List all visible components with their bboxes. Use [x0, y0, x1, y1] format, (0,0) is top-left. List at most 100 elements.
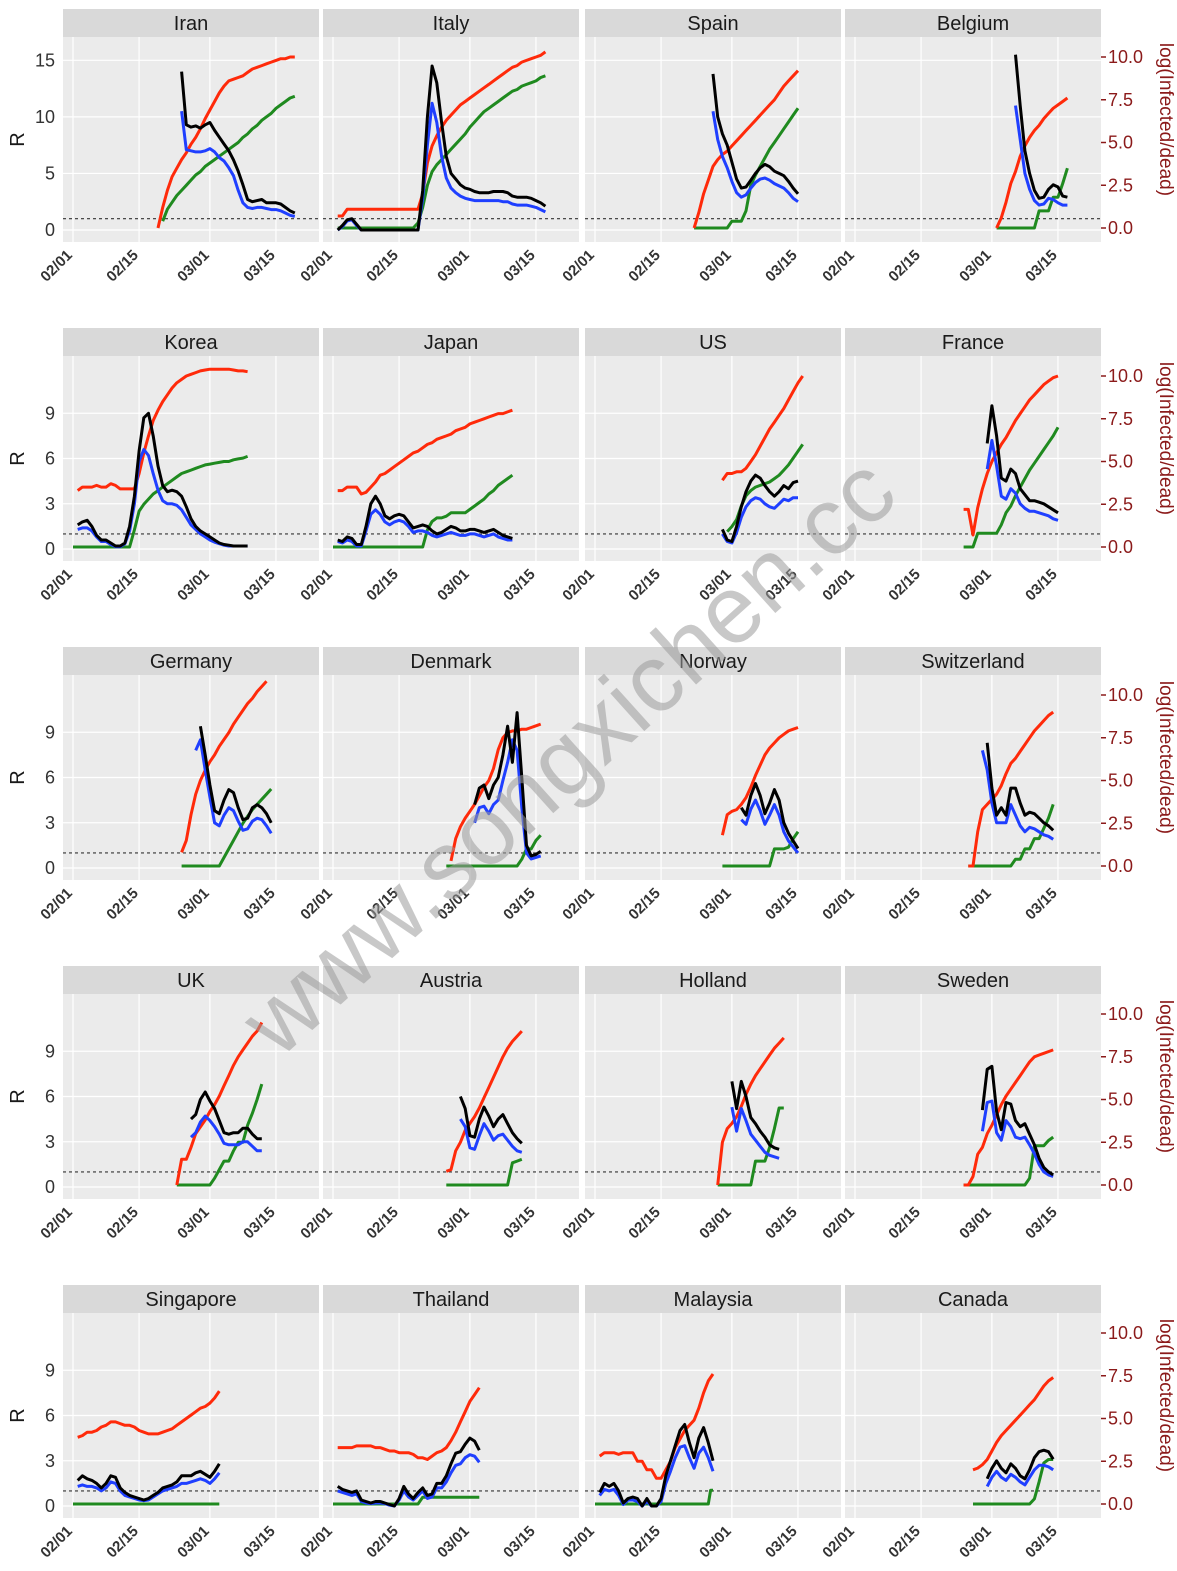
facet-title: Thailand [413, 1289, 490, 1311]
x-tick-label: 03/01 [956, 885, 995, 924]
x-tick-label: 03/01 [696, 247, 735, 286]
series-line-blue [980, 750, 1055, 841]
x-tick-label: 02/01 [559, 885, 598, 924]
y-tick-label: 0 [45, 220, 55, 240]
y-tick-label: 0 [45, 1177, 55, 1197]
x-tick-label: 02/01 [297, 566, 336, 605]
x-tick-label: 02/01 [559, 247, 598, 286]
facet-strip [63, 9, 319, 37]
y2-tick-label: 5.0 [1108, 1409, 1133, 1429]
x-tick-label: 02/01 [559, 1204, 598, 1243]
x-tick-label: 03/15 [762, 885, 801, 924]
y2-tick-label: 10.0 [1108, 1004, 1143, 1024]
series-line-red [598, 1373, 715, 1480]
panel-austria: Austria [323, 966, 579, 1199]
series-line-blue [980, 1099, 1054, 1178]
x-tick-label: 02/15 [885, 1204, 924, 1243]
x-tick-label: 03/15 [240, 247, 279, 286]
x-tick-label: 02/15 [363, 566, 402, 605]
y2-axis-title: log(Infected/dead) [1155, 1319, 1176, 1472]
series-line-black [473, 711, 542, 858]
x-tick-label: 03/01 [174, 566, 213, 605]
x-tick-label: 03/01 [434, 1523, 473, 1562]
y-axis-title: R [7, 1408, 29, 1422]
facet-strip [845, 9, 1101, 37]
facet-title: Singapore [145, 1289, 236, 1311]
facet-strip [585, 1285, 841, 1313]
series-line-green [996, 167, 1069, 230]
x-tick-label: 03/01 [434, 566, 473, 605]
x-tick-label: 03/15 [500, 1523, 539, 1562]
panels-layer: Iran Italy Spain Belgium Korea Japan US France G… [63, 9, 1101, 1518]
x-tick-label: 03/15 [762, 1204, 801, 1243]
x-tick-label: 03/01 [956, 566, 995, 605]
y2-axis-title: log(Infected/dead) [1155, 1000, 1176, 1153]
x-tick-label: 02/15 [103, 885, 142, 924]
series-line-black [76, 411, 248, 548]
y-tick-label: 3 [45, 1132, 55, 1152]
facet-strip [845, 647, 1101, 675]
series-line-red [720, 726, 799, 836]
x-tick-label: 03/15 [500, 247, 539, 286]
x-tick-label: 03/01 [956, 247, 995, 286]
series-line-green [176, 1083, 264, 1187]
x-tick-label: 02/15 [363, 247, 402, 286]
facet-title: Iran [174, 13, 208, 35]
y2-tick-label: 5.0 [1108, 771, 1133, 791]
series-line-blue [189, 1114, 262, 1153]
panel-holland: Holland [585, 966, 841, 1199]
series-line-black [1014, 54, 1068, 200]
y2-tick-label: 5.0 [1108, 133, 1133, 153]
y2-tick-label: 7.5 [1108, 409, 1133, 429]
y2-tick-label: 5.0 [1108, 452, 1133, 472]
series-line-green [333, 473, 514, 549]
panel-thailand: Thailand [323, 1285, 579, 1518]
series-line-blue [985, 1463, 1055, 1488]
series-line-red [995, 96, 1069, 229]
facet-title: Sweden [937, 970, 1009, 992]
series-line-black [985, 404, 1059, 515]
series-line-red [963, 374, 1059, 537]
x-tick-label: 03/15 [762, 247, 801, 286]
y2-tick-label: 10.0 [1108, 1323, 1143, 1343]
series-line-blue [711, 110, 799, 203]
y2-tick-label: 2.5 [1108, 175, 1133, 195]
facet-title: France [942, 332, 1004, 354]
series-line-green [722, 830, 800, 868]
y2-tick-label: 0.0 [1108, 537, 1133, 557]
series-line-black [76, 1463, 221, 1502]
x-tick-label: 02/01 [559, 1523, 598, 1562]
x-tick-label: 03/01 [174, 1204, 213, 1243]
panel-background [323, 37, 579, 242]
series-line-blue [1014, 105, 1068, 207]
facet-title: Norway [679, 651, 747, 673]
series-line-black [711, 73, 800, 195]
series-line-red [968, 710, 1055, 868]
y-tick-label: 9 [45, 722, 55, 742]
x-tick-label: 02/01 [37, 885, 76, 924]
x-tick-label: 02/15 [885, 247, 924, 286]
x-tick-label: 03/01 [434, 247, 473, 286]
y2-tick-label: 10.0 [1108, 47, 1143, 67]
x-tick-label: 03/01 [434, 1204, 473, 1243]
y2-tick-label: 2.5 [1108, 494, 1133, 514]
y-tick-label: 3 [45, 813, 55, 833]
y2-tick-label: 7.5 [1108, 1366, 1133, 1386]
series-line-green [73, 454, 249, 549]
y2-axis-title: log(Infected/dead) [1155, 43, 1176, 196]
series-line-black [598, 1423, 715, 1508]
x-tick-label: 02/15 [103, 1523, 142, 1562]
y-tick-label: 0 [45, 1496, 55, 1516]
series-line-red [721, 375, 804, 482]
facet-title: Austria [420, 970, 483, 992]
y-axis-title: R [7, 451, 29, 465]
x-tick-label: 02/15 [363, 1523, 402, 1562]
series-line-green [446, 834, 542, 868]
series-line-blue [730, 1106, 780, 1160]
facet-strip [323, 328, 579, 356]
x-tick-label: 02/15 [625, 566, 664, 605]
x-tick-label: 02/01 [819, 1204, 858, 1243]
x-tick-label: 02/01 [297, 1523, 336, 1562]
panel-france: France [845, 328, 1101, 561]
panel-singapore: Singapore [63, 1285, 319, 1518]
